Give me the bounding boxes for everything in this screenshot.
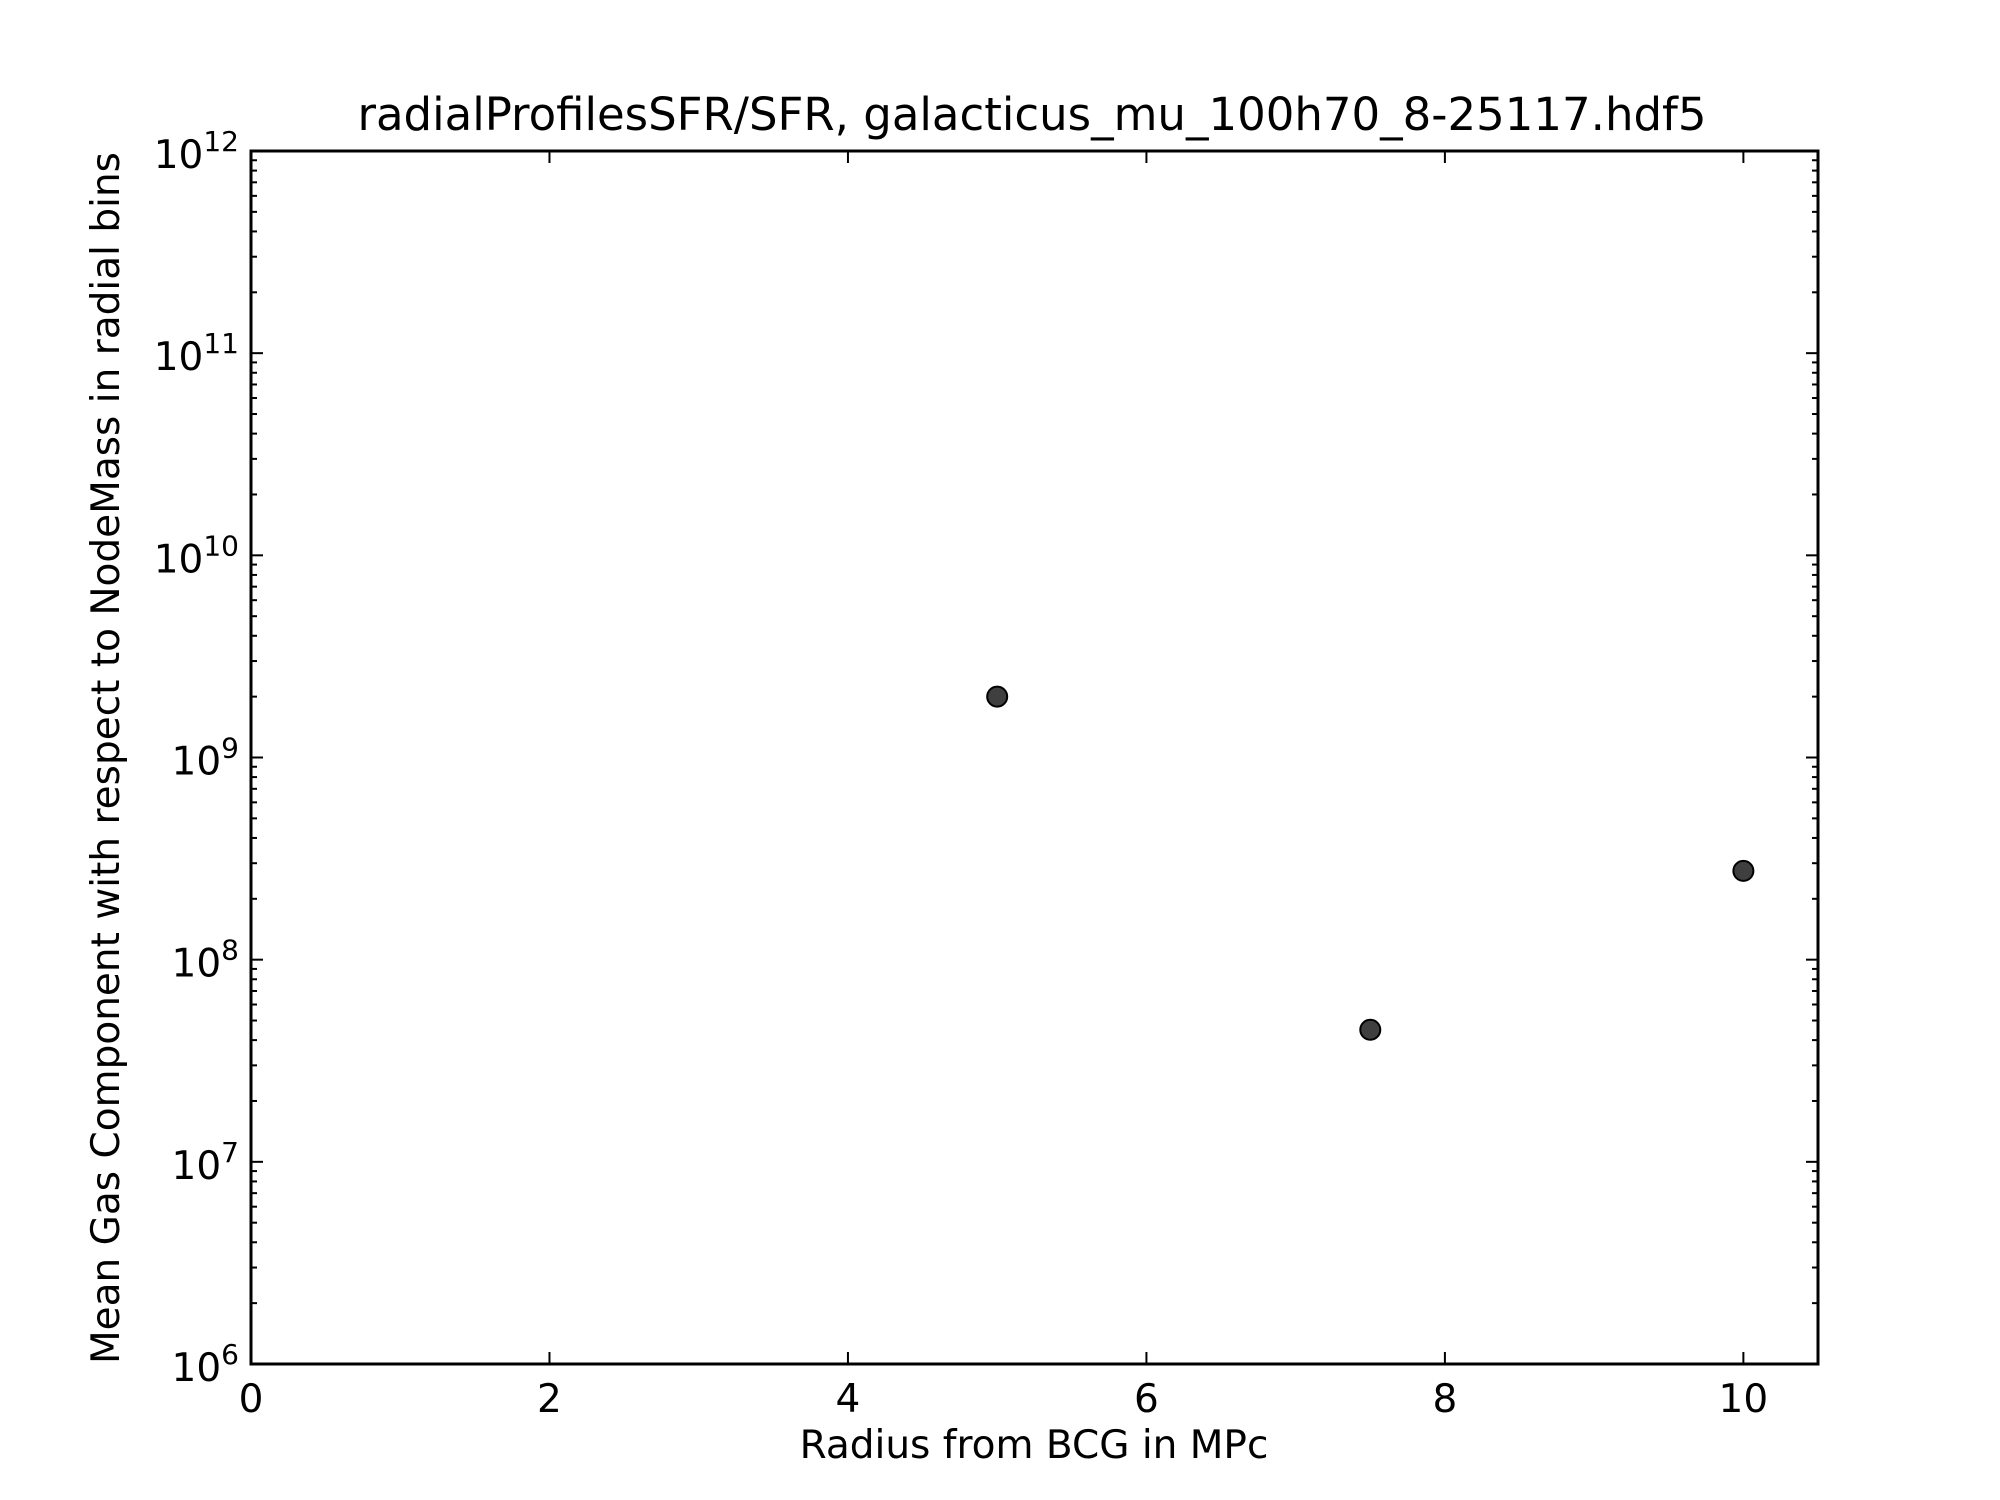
chart-title: radialProfilesSFR/SFR, galacticus_mu_100… xyxy=(357,88,1706,141)
y-tick-label: 1011 xyxy=(154,327,239,380)
major-ticks xyxy=(250,150,1818,1365)
x-tick-label: 8 xyxy=(1432,1377,1457,1422)
y-tick-label: 106 xyxy=(172,1338,239,1391)
data-point xyxy=(1732,859,1755,882)
y-tick-label: 1012 xyxy=(154,125,239,178)
x-tick-label: 4 xyxy=(836,1377,861,1422)
data-points xyxy=(986,685,1755,1041)
x-tick-label: 10 xyxy=(1719,1377,1769,1422)
plot-frame xyxy=(249,149,1820,1366)
y-tick-labels: 106 107 108 109 1010 1011 1012 xyxy=(154,125,239,1391)
x-axis-label: Radius from BCG in MPc xyxy=(800,1423,1269,1468)
x-tick-label: 6 xyxy=(1134,1377,1159,1422)
x-tick-label: 0 xyxy=(239,1377,264,1422)
y-tick-label: 108 xyxy=(172,934,239,987)
data-point xyxy=(986,685,1009,708)
y-tick-label: 109 xyxy=(172,732,239,785)
x-tick-labels: 0 2 4 6 8 10 xyxy=(239,1377,1769,1422)
y-tick-label: 107 xyxy=(172,1136,239,1189)
y-tick-label: 1010 xyxy=(154,529,239,582)
minor-ticks xyxy=(251,159,1818,1305)
y-axis-label: Mean Gas Component with respect to NodeM… xyxy=(84,152,129,1364)
x-tick-label: 2 xyxy=(537,1377,562,1422)
data-point xyxy=(1359,1018,1382,1041)
